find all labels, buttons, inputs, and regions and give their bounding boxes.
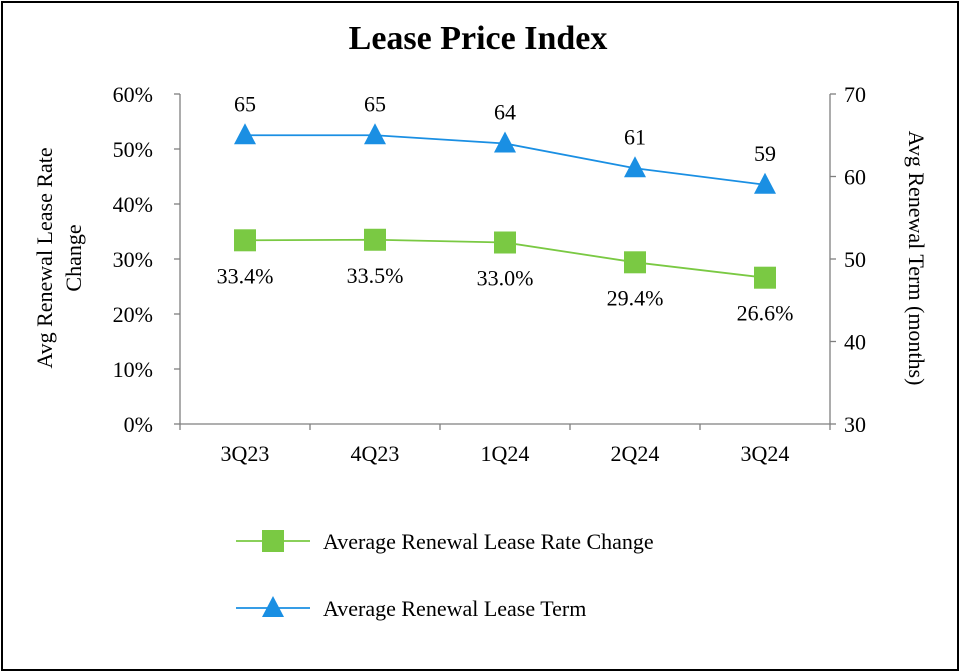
x-tick-label: 1Q24 bbox=[481, 441, 530, 466]
lease-term-data-label: 61 bbox=[624, 124, 646, 149]
right-tick-label: 70 bbox=[844, 82, 866, 107]
rate-change-data-label: 29.4% bbox=[607, 285, 664, 310]
lease-term-data-label: 65 bbox=[364, 91, 386, 116]
legend: Average Renewal Lease Rate Change Average… bbox=[236, 529, 654, 621]
lease-term-point bbox=[364, 123, 386, 145]
legend-label: Average Renewal Lease Rate Change bbox=[323, 529, 654, 554]
legend-square-marker bbox=[262, 530, 284, 552]
rate-change-data-label: 33.4% bbox=[217, 263, 274, 288]
lease-term-data-label: 64 bbox=[494, 100, 516, 125]
x-tick-label: 2Q24 bbox=[611, 441, 660, 466]
rate-change-point bbox=[754, 266, 776, 289]
lease-term-point bbox=[624, 156, 646, 178]
lease-term-point bbox=[234, 123, 256, 145]
right-tick-label: 40 bbox=[844, 330, 866, 355]
left-tick-label: 20% bbox=[113, 302, 153, 327]
rate-change-data-label: 33.5% bbox=[347, 263, 404, 288]
rate-change-point bbox=[234, 229, 256, 252]
rate-change-point bbox=[624, 251, 646, 274]
x-tick-label: 3Q23 bbox=[221, 441, 270, 466]
right-tick-label: 30 bbox=[844, 412, 866, 437]
x-tick-label: 4Q23 bbox=[351, 441, 400, 466]
rate-change-point bbox=[494, 231, 516, 254]
lease-term-point bbox=[494, 131, 516, 153]
axes bbox=[174, 93, 836, 430]
right-tick-label: 60 bbox=[844, 165, 866, 190]
left-tick-label: 60% bbox=[113, 82, 153, 107]
series-layer: 33.4% 33.5% 33.0% 29.4% 26.6% 65 65 64 61 59 bbox=[217, 91, 794, 325]
left-tick-label: 50% bbox=[113, 137, 153, 162]
left-axis-title-line2: Change bbox=[61, 224, 86, 291]
lease-term-data-label: 65 bbox=[234, 91, 256, 116]
left-tick-label: 0% bbox=[124, 412, 153, 437]
lease-term-point bbox=[754, 172, 776, 194]
lease-term-data-label: 59 bbox=[754, 141, 776, 166]
rate-change-data-label: 26.6% bbox=[737, 301, 794, 326]
rate-change-data-label: 33.0% bbox=[477, 266, 534, 291]
left-tick-label: 10% bbox=[113, 357, 153, 382]
rate-change-point bbox=[364, 228, 386, 251]
chart-title: Lease Price Index bbox=[349, 20, 608, 57]
x-tick-label: 3Q24 bbox=[741, 441, 790, 466]
left-tick-label: 40% bbox=[113, 192, 153, 217]
right-axis-title: Avg Renewal Term (months) bbox=[904, 131, 929, 386]
legend-label: Average Renewal Lease Term bbox=[323, 596, 586, 621]
right-tick-label: 50 bbox=[844, 247, 866, 272]
legend-triangle-marker bbox=[262, 596, 284, 617]
left-tick-label: 30% bbox=[113, 247, 153, 272]
tick-labels: 0% 10% 20% 30% 40% 50% 60% 30 40 50 60 70 3Q23 4Q23 1Q… bbox=[113, 82, 866, 466]
left-axis-title-line1: Avg Renewal Lease Rate bbox=[32, 147, 57, 368]
